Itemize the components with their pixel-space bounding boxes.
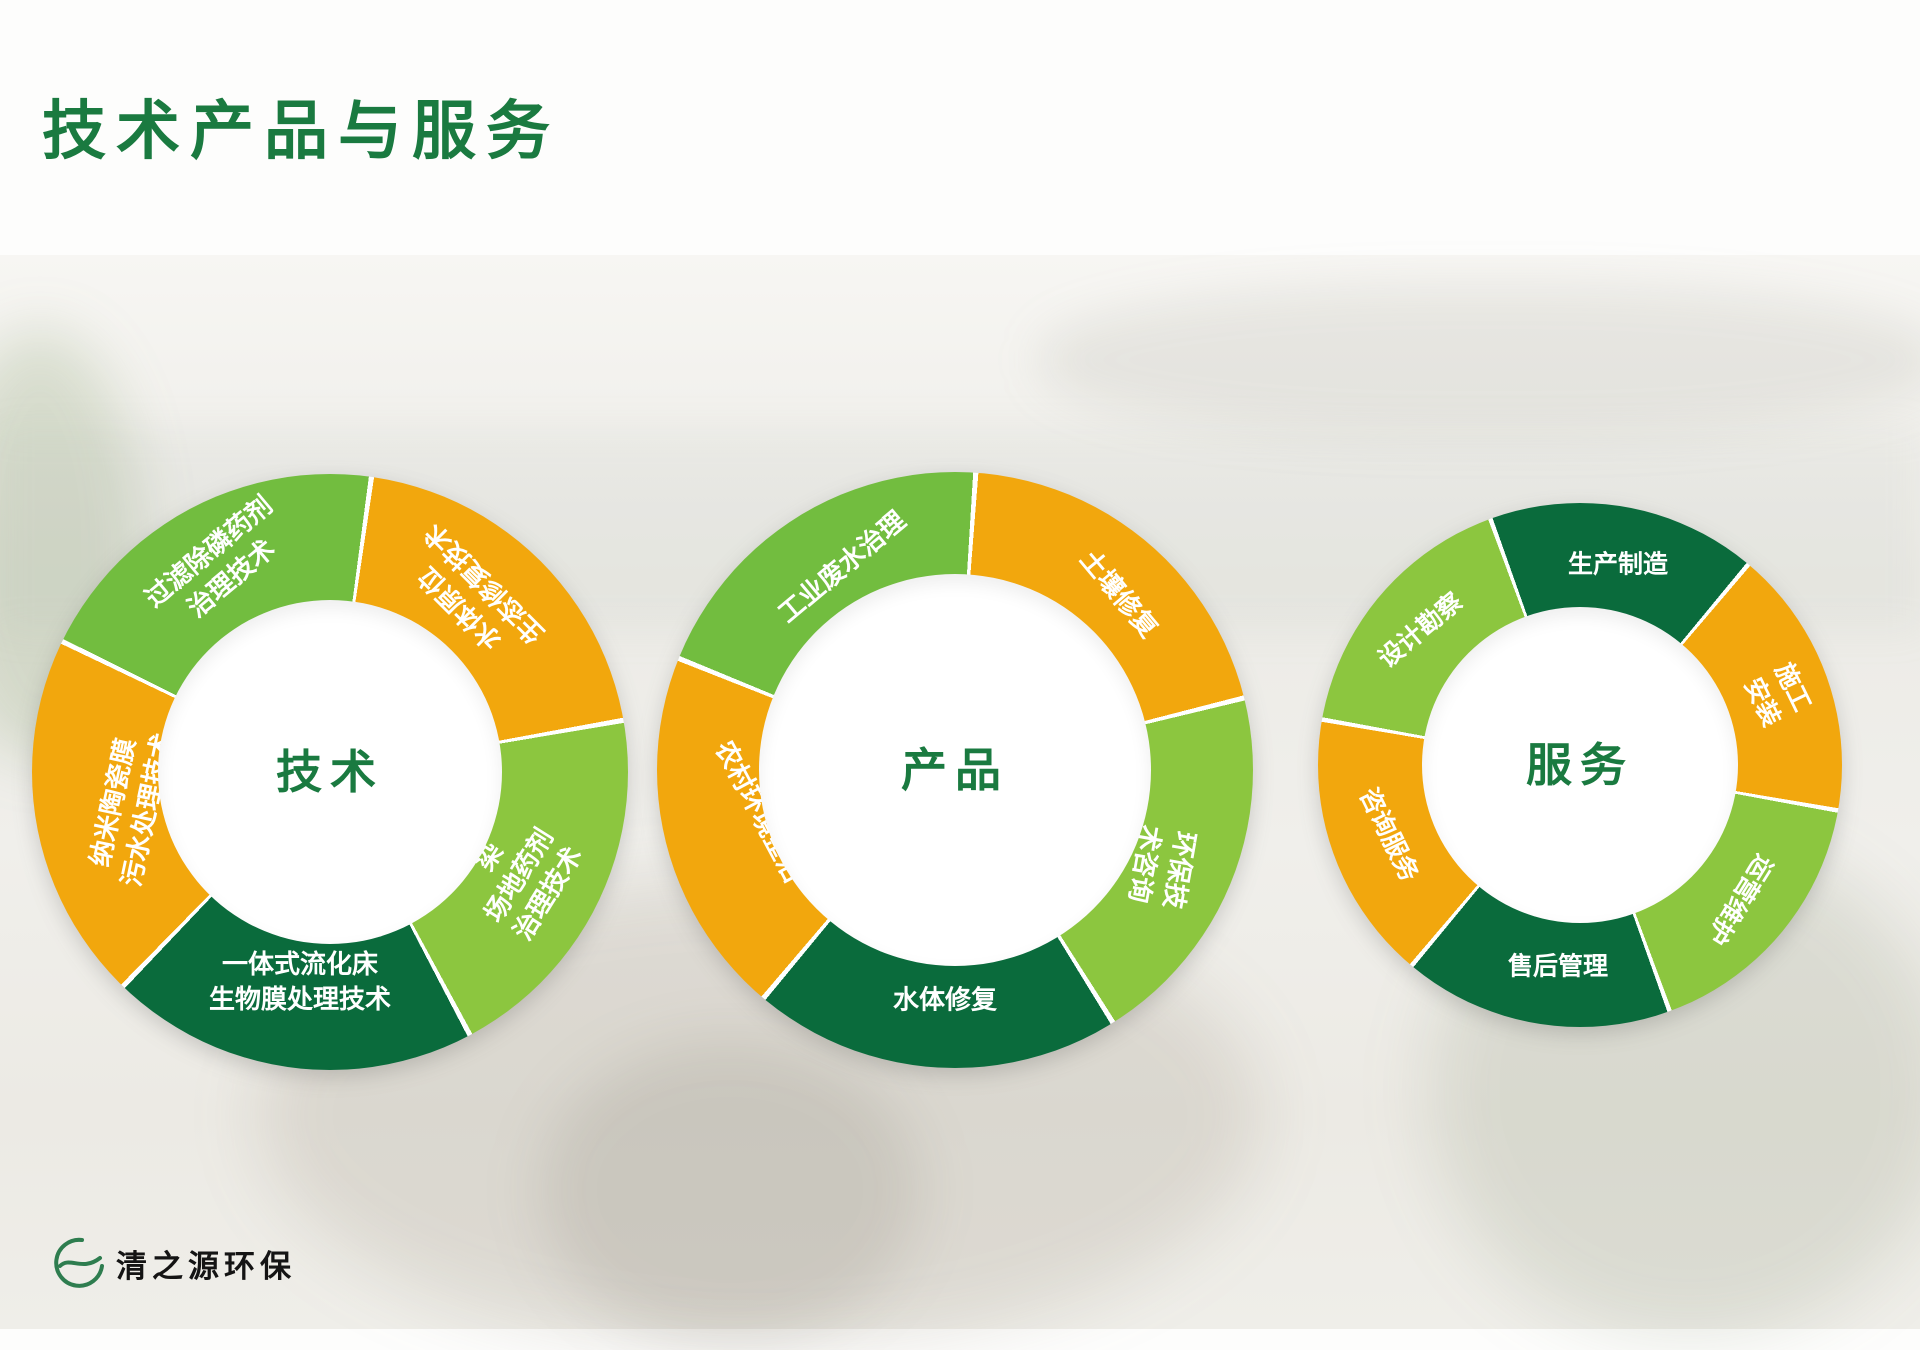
donut-tech: 过滤除磷药剂 治理技术 水体原位 生态修复技术 重金属污染 场地药剂治理技术 一… [32, 474, 628, 1070]
donut-product: 工业废水治理 土壤修复 环保技术咨询 水体修复 农村环境整治 产品 [657, 472, 1253, 1068]
donut-service-center-label: 服务 [1526, 739, 1634, 791]
background-hill-right [1040, 285, 1920, 435]
donut-product-hole: 产品 [759, 574, 1151, 966]
segment-label-water-body-restoration: 水体修复 [892, 984, 998, 1015]
segment-label-after-sales: 售后管理 [1507, 952, 1609, 981]
donut-product-center-label: 产品 [901, 744, 1009, 796]
logo-swoosh-icon [54, 1237, 104, 1288]
logo-text: 清之源环保 [116, 1248, 296, 1284]
donut-tech-center-label: 技术 [276, 746, 384, 798]
donut-tech-hole: 技术 [158, 600, 502, 944]
segment-label-fluidized-bed: 一体式流化床 生物膜处理技术 [208, 949, 392, 1014]
background-village-dark [540, 1040, 920, 1340]
segment-label-manufacturing: 生产制造 [1567, 550, 1669, 579]
slide-title: 技术产品与服务 [42, 95, 560, 167]
company-logo: 清之源环保 [52, 1236, 296, 1290]
donut-service-hole: 服务 [1422, 607, 1738, 923]
donut-service: 生产制造 施工安装 运营维护 售后管理 咨询服务 设计勘察 服务 [1318, 503, 1842, 1027]
